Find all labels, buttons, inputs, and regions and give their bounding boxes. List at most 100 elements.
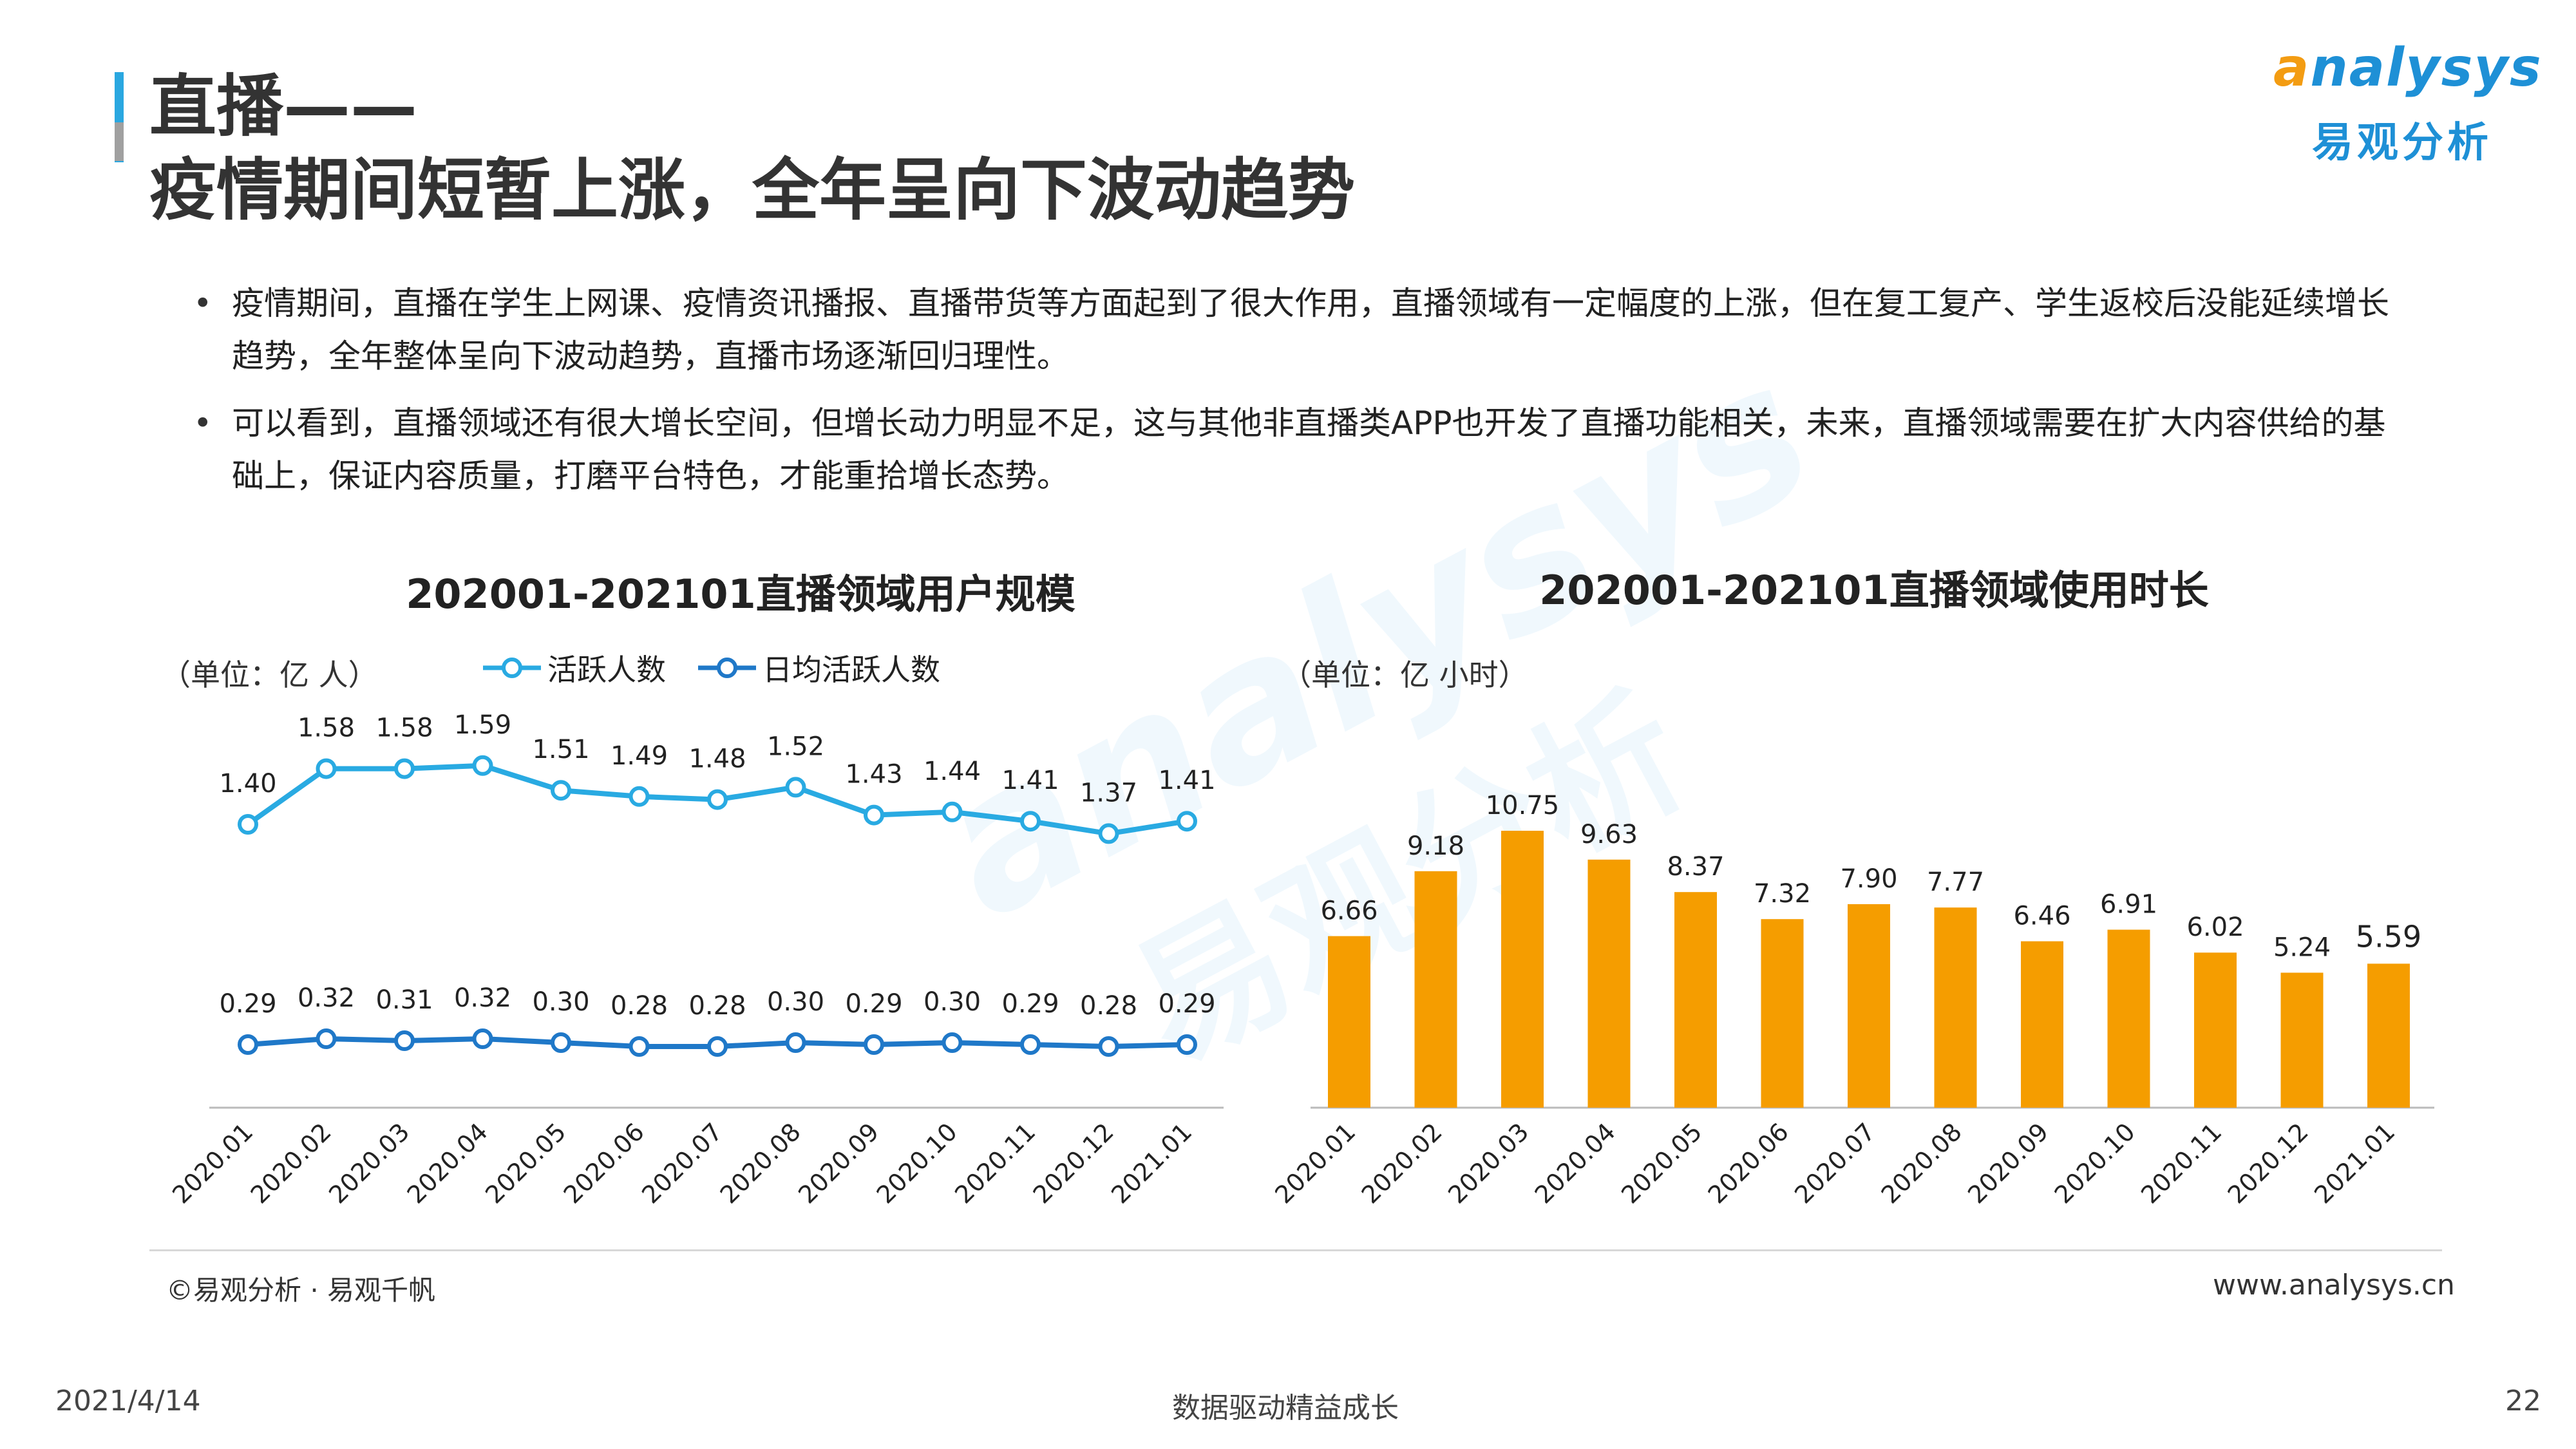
page-title-line2: 疫情期间短暂上涨，全年呈向下波动趋势 (149, 151, 1356, 229)
data-label: 1.44 (923, 757, 981, 786)
data-label: 0.30 (923, 987, 981, 1017)
data-label: 0.28 (688, 991, 746, 1021)
bar (2021, 941, 2063, 1108)
bar (1587, 859, 1631, 1108)
x-tick-label: 2020.11 (2136, 1117, 2227, 1209)
data-point (942, 801, 963, 822)
bullet-dot: • (193, 404, 213, 442)
line-chart-unit: （单位：亿 人） (161, 658, 378, 692)
data-label: 5.24 (2273, 933, 2331, 962)
x-tick-label: 2020.04 (402, 1117, 493, 1209)
x-tick-label: 2020.07 (1789, 1117, 1880, 1209)
data-point (864, 1034, 884, 1055)
bullet-dot: • (193, 285, 213, 322)
data-point (472, 755, 493, 776)
data-point (1020, 1034, 1041, 1055)
data-point (551, 780, 571, 801)
data-label: 0.30 (532, 987, 589, 1017)
x-tick-label: 2020.06 (558, 1117, 650, 1209)
x-tick-label: 2020.12 (2222, 1117, 2314, 1209)
data-label: 1.37 (1080, 778, 1137, 808)
data-point (394, 1030, 415, 1051)
logo-english: analysys (2273, 37, 2543, 99)
footer-website: www.analysys.cn (2213, 1269, 2455, 1302)
bar (2280, 972, 2324, 1108)
data-point (1098, 823, 1119, 844)
report-date: 2021/4/14 (55, 1385, 201, 1417)
bar (2194, 952, 2237, 1108)
data-label: 1.59 (454, 710, 511, 740)
bar (2367, 963, 2410, 1108)
x-tick-label: 2020.03 (323, 1117, 415, 1209)
data-label: 1.52 (767, 732, 824, 761)
data-point (785, 777, 806, 798)
data-label: 1.58 (298, 714, 355, 743)
x-tick-label: 2020.05 (1616, 1117, 1707, 1209)
data-point (1177, 811, 1197, 832)
x-tick-label: 2020.09 (1962, 1117, 2054, 1209)
line-chart-legend: 活跃人数 日均活跃人数 (483, 647, 972, 689)
data-label: 1.49 (611, 741, 668, 771)
data-point (551, 1032, 571, 1053)
data-label: 0.29 (845, 989, 902, 1019)
data-label: 7.90 (1840, 864, 1897, 894)
x-tick-label: 2020.02 (1356, 1117, 1448, 1209)
data-point (707, 1036, 728, 1057)
data-label: 1.48 (688, 744, 746, 774)
data-label: 6.02 (2186, 913, 2244, 942)
bar (2107, 929, 2150, 1108)
data-label: 9.18 (1407, 831, 1464, 861)
report-slogan: 数据驱动精益成长 (1172, 1392, 1399, 1425)
data-point (785, 1032, 806, 1053)
bullet-text: 可以看到，直播领域还有很大增长空间，但增长动力明显不足，这与其他非直播类APP也… (232, 404, 2386, 495)
data-point (238, 1034, 258, 1055)
data-label: 1.43 (845, 760, 902, 790)
x-tick-label: 2020.03 (1443, 1117, 1534, 1209)
bar (1848, 904, 1890, 1108)
x-tick-label: 2020.10 (2049, 1117, 2141, 1209)
logo-a-mark: a (2273, 37, 2311, 99)
data-label: 1.41 (1001, 766, 1059, 795)
data-point (472, 1028, 493, 1049)
data-label: 5.59 (2356, 919, 2421, 954)
x-tick-label: 2020.01 (1275, 1117, 1361, 1209)
data-label: 6.66 (1320, 896, 1378, 926)
data-point (864, 804, 884, 826)
data-point (394, 758, 415, 779)
data-label: 1.58 (375, 714, 433, 743)
data-point (942, 1032, 963, 1053)
x-tick-label: 2020.05 (480, 1117, 571, 1209)
bullet-list: • 疫情期间，直播在学生上网课、疫情资讯播报、直播带货等方面起到了很大作用，直播… (193, 277, 2415, 516)
data-label: 0.29 (219, 989, 276, 1019)
legend-active-marker (483, 658, 541, 678)
data-label: 0.30 (767, 987, 824, 1017)
x-tick-label: 2020.08 (715, 1117, 806, 1209)
bar (1674, 892, 1717, 1108)
x-tick-label: 2020.09 (793, 1117, 884, 1209)
data-label: 6.91 (2100, 890, 2157, 920)
bar (1414, 871, 1457, 1108)
x-tick-label: 2020.02 (245, 1117, 337, 1209)
bar-chart: 6.66 9.18 10.75 9.63 8.37 7.32 7.90 7.77 6.46 6.9… (1275, 791, 2434, 1209)
page-number: 22 (2505, 1385, 2541, 1417)
data-point (1177, 1034, 1197, 1055)
footer-divider (149, 1249, 2442, 1251)
bar (1934, 907, 1977, 1108)
x-tick-label: 2021.01 (2309, 1117, 2400, 1209)
page-title: 直播—— 疫情期间短暂上涨，全年呈向下波动趋势 (149, 64, 1355, 232)
data-point (238, 814, 258, 835)
data-label: 7.32 (1754, 879, 1811, 909)
data-point (707, 789, 728, 810)
bar-chart-unit: （单位：亿 小时） (1282, 658, 1528, 692)
data-label: 0.29 (1001, 989, 1059, 1019)
data-point (316, 1028, 337, 1049)
data-label: 1.51 (532, 735, 589, 764)
data-label: 7.77 (1927, 867, 1984, 897)
data-point (1098, 1036, 1119, 1057)
data-label: 8.37 (1667, 852, 1724, 882)
data-label: 0.31 (375, 985, 433, 1015)
x-tick-label: 2020.06 (1703, 1117, 1794, 1209)
data-label: 6.46 (2013, 902, 2070, 931)
legend-active-label: 活跃人数 (547, 652, 666, 687)
bullet-item: • 疫情期间，直播在学生上网课、疫情资讯播报、直播带货等方面起到了很大作用，直播… (193, 277, 2415, 383)
